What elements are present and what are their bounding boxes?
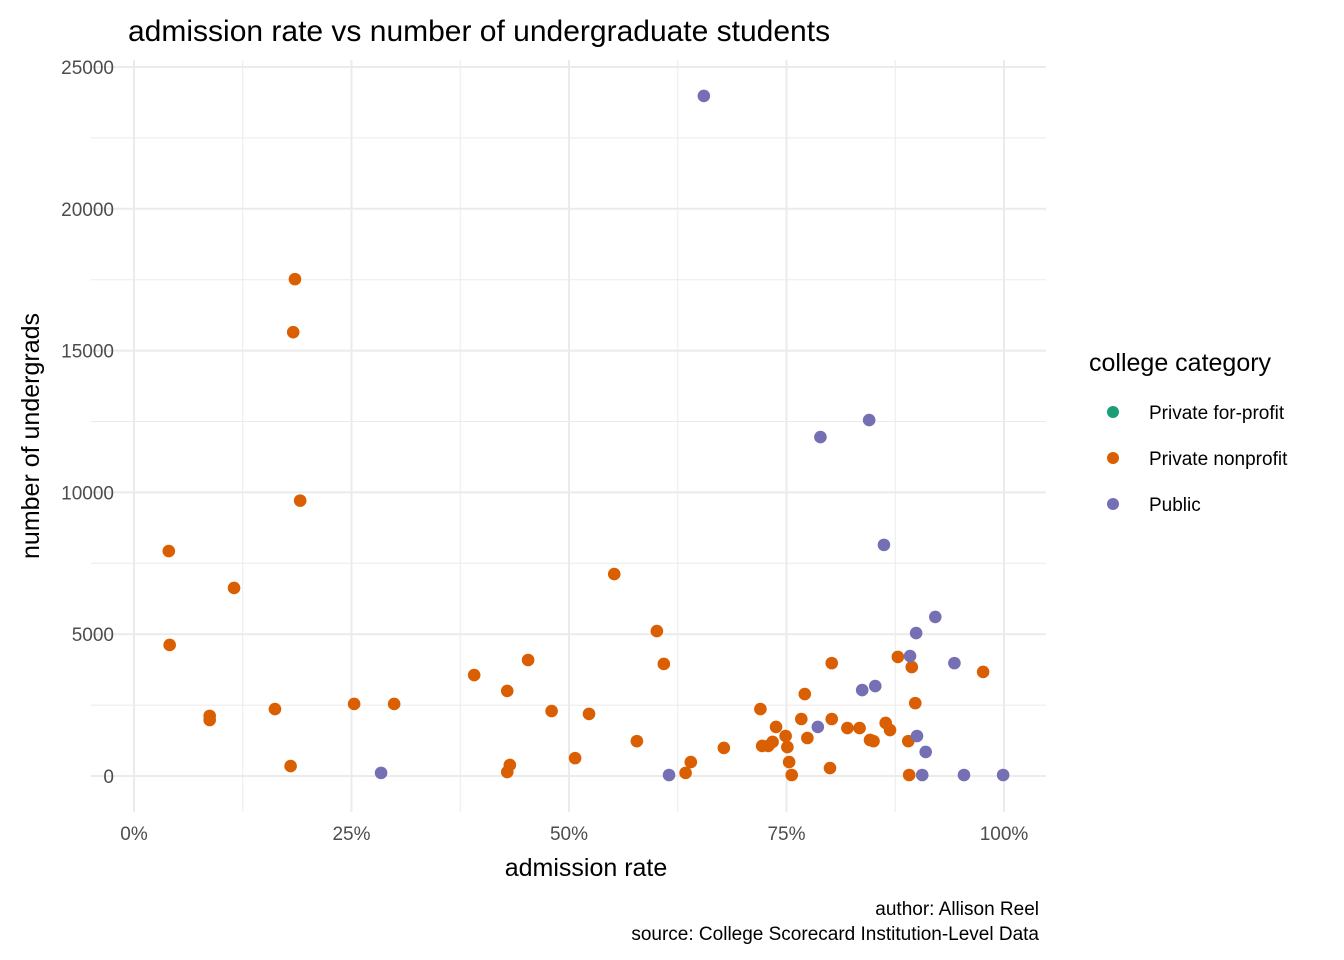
point-private-nonprofit (794, 712, 808, 726)
point-private-nonprofit (162, 544, 176, 558)
point-private-nonprofit (203, 713, 216, 727)
point-public (910, 729, 924, 743)
y-tick-label: 0 (103, 767, 114, 788)
legend-label-public: Public (1149, 495, 1201, 516)
point-private-nonprofit (717, 741, 731, 755)
y-tick-label: 15000 (61, 342, 114, 363)
point-private-nonprofit (825, 656, 839, 670)
point-public (957, 768, 971, 782)
x-axis-label: admission rate (505, 854, 668, 882)
point-public (948, 656, 961, 670)
point-public (915, 768, 929, 782)
legend-swatch-private-nonprofit (1107, 452, 1119, 464)
point-private-nonprofit (766, 735, 779, 749)
point-private-nonprofit (853, 721, 866, 735)
point-public (855, 683, 869, 697)
y-axis-label: number of undergrads (17, 313, 45, 559)
point-public (868, 679, 882, 693)
point-private-nonprofit (630, 734, 644, 748)
point-private-nonprofit (684, 755, 698, 769)
point-private-nonprofit (163, 638, 176, 652)
point-public (909, 626, 923, 640)
point-private-nonprofit (347, 697, 361, 711)
point-private-nonprofit (288, 272, 302, 286)
legend-label-private-for-profit: Private for-profit (1149, 403, 1285, 424)
point-private-nonprofit (779, 729, 792, 743)
point-private-nonprofit (503, 758, 517, 772)
point-private-nonprofit (841, 721, 854, 735)
y-axis-ticks: 0 5000 10000 15000 20000 25000 (61, 58, 114, 788)
point-private-nonprofit (823, 761, 837, 775)
point-private-nonprofit (268, 702, 282, 716)
y-tick-label: 10000 (61, 483, 114, 504)
point-public (996, 768, 1010, 782)
point-private-nonprofit (902, 768, 916, 782)
point-private-nonprofit (650, 624, 664, 638)
point-private-nonprofit (607, 567, 621, 581)
x-tick-label: 75% (767, 824, 805, 845)
point-private-nonprofit (782, 755, 796, 769)
legend-swatch-private-for-profit (1107, 406, 1119, 418)
point-private-nonprofit (825, 712, 839, 726)
point-private-nonprofit (467, 668, 481, 682)
point-private-nonprofit (521, 653, 535, 667)
point-public (862, 413, 876, 427)
point-private-nonprofit (891, 650, 905, 664)
x-tick-label: 50% (550, 824, 588, 845)
point-private-nonprofit (905, 660, 919, 674)
point-private-nonprofit (679, 766, 692, 780)
point-private-nonprofit (801, 731, 814, 745)
point-public (662, 768, 676, 782)
point-private-nonprofit (227, 581, 241, 595)
legend-title: college category (1089, 349, 1272, 377)
point-private-nonprofit (976, 665, 990, 679)
point-private-nonprofit (657, 657, 671, 671)
point-private-nonprofit (867, 734, 880, 748)
x-tick-label: 0% (120, 824, 148, 845)
grid-lines (91, 60, 1046, 812)
point-private-nonprofit (754, 702, 767, 716)
point-private-nonprofit (387, 697, 401, 711)
point-private-nonprofit (908, 696, 922, 710)
chart-title: admission rate vs number of undergraduat… (128, 15, 830, 48)
point-public (877, 538, 891, 552)
point-private-nonprofit (286, 325, 300, 339)
caption-author: author: Allison Reel (875, 899, 1039, 920)
caption-source: source: College Scorecard Institution-Le… (631, 924, 1039, 945)
point-public (697, 89, 711, 103)
x-axis-ticks: 0% 25% 50% 75% 100% (120, 824, 1028, 845)
point-public (928, 610, 942, 624)
point-private-nonprofit (568, 751, 582, 765)
point-private-nonprofit (293, 494, 307, 507)
point-public (811, 720, 825, 734)
point-public (919, 745, 932, 759)
x-tick-label: 25% (332, 824, 370, 845)
point-private-nonprofit (500, 684, 514, 698)
point-private-nonprofit (883, 723, 897, 737)
point-public (903, 649, 917, 663)
legend: college category Private for-profit Priv… (1089, 349, 1288, 516)
legend-swatch-public (1107, 498, 1119, 510)
point-private-nonprofit (781, 740, 794, 754)
legend-label-private-nonprofit: Private nonprofit (1149, 449, 1288, 470)
point-public (374, 766, 388, 780)
point-private-nonprofit (798, 687, 812, 701)
x-tick-label: 100% (980, 824, 1029, 845)
y-tick-label: 20000 (61, 200, 114, 221)
data-points (162, 89, 1010, 782)
point-private-nonprofit (769, 720, 783, 734)
point-private-nonprofit (785, 768, 799, 782)
point-private-nonprofit (582, 707, 596, 721)
y-tick-label: 5000 (72, 625, 114, 646)
point-private-nonprofit (545, 704, 558, 718)
y-tick-label: 25000 (61, 58, 114, 79)
point-private-nonprofit (284, 759, 297, 773)
point-public (814, 430, 827, 444)
